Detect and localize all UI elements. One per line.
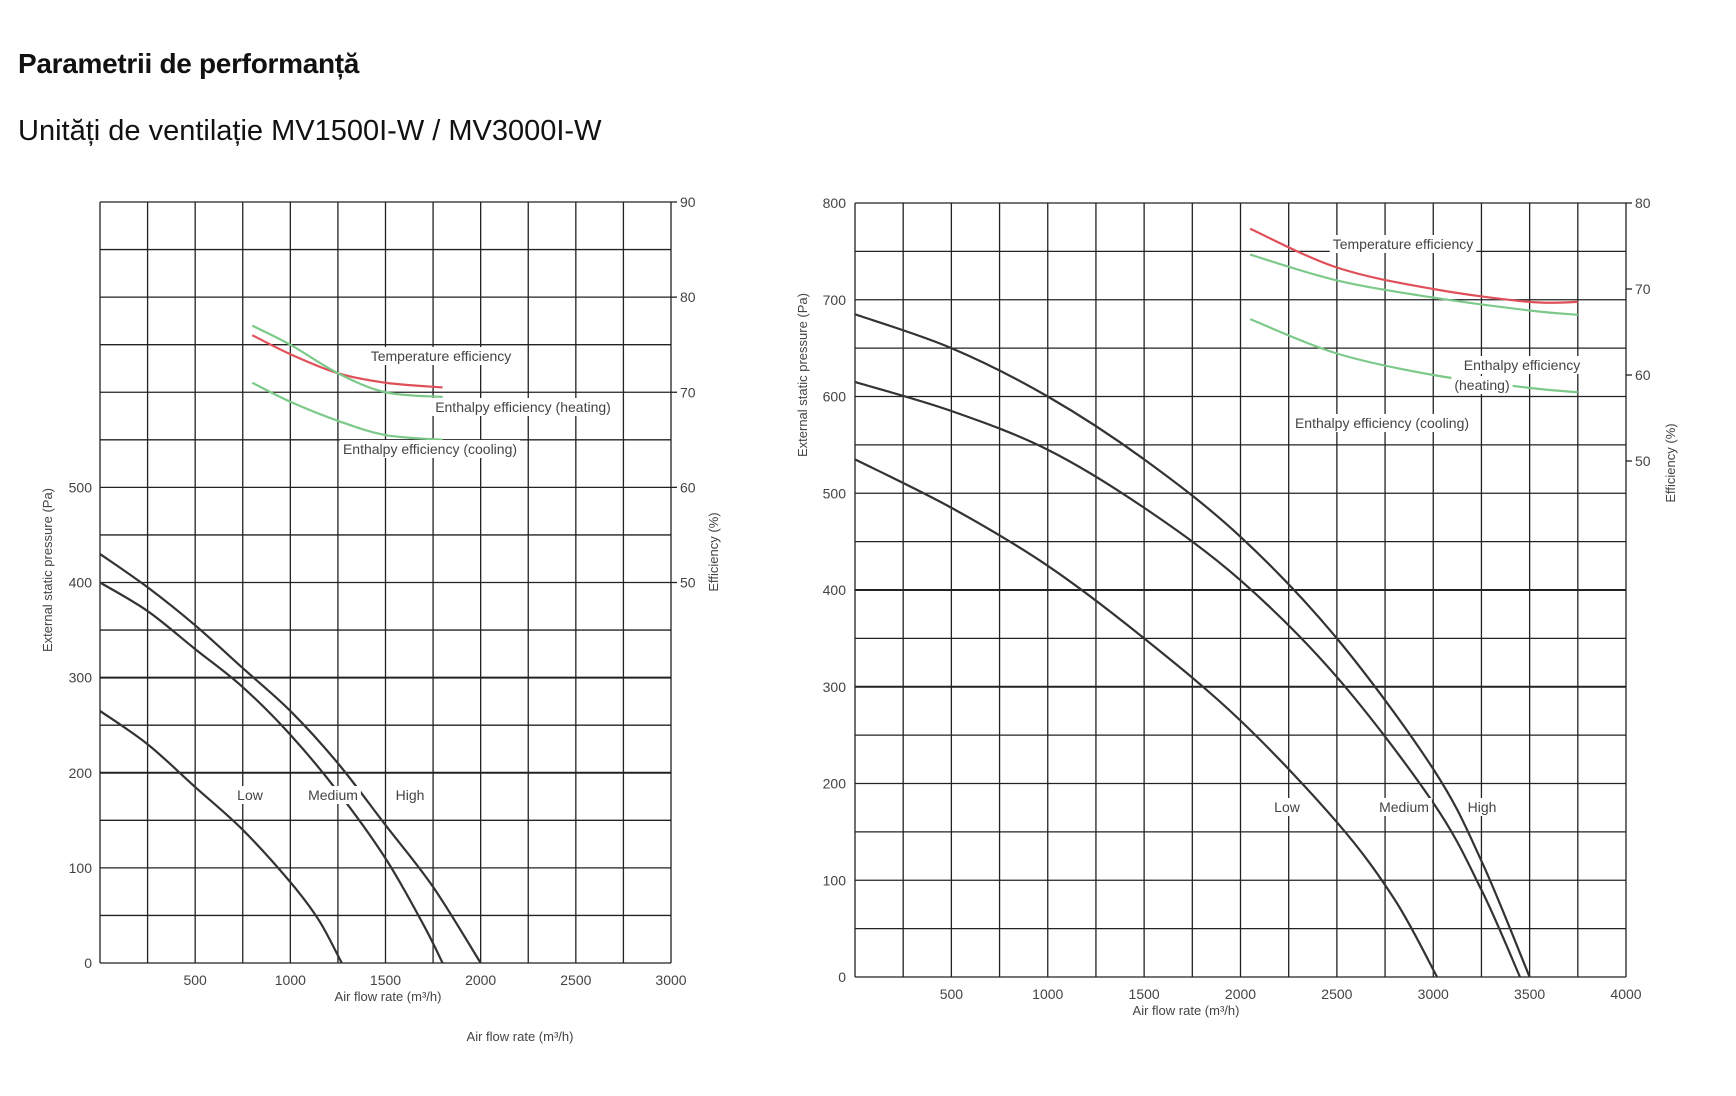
x-tick-label: 1000 (1032, 986, 1063, 1002)
x-tick-label: 1500 (1129, 986, 1160, 1002)
efficiency-label: Temperature efficiency (371, 348, 512, 364)
efficiency-curve-2 (1249, 253, 1578, 316)
x-axis-label: Air flow rate (m³/h) (1133, 1003, 1240, 1018)
y-axis-label: External static pressure (Pa) (40, 488, 55, 652)
x-tick-label: 4000 (1610, 986, 1641, 1002)
x-tick-label: 1000 (275, 972, 306, 988)
y2-tick-label: 60 (1635, 367, 1651, 383)
y2-tick-label: 70 (1635, 281, 1651, 297)
efficiency-label: Temperature efficiency (1333, 236, 1474, 252)
x-tick-label: 3000 (655, 972, 686, 988)
efficiency-curve-1 (1249, 227, 1578, 304)
x-tick-label: 2000 (465, 972, 496, 988)
fan-curve-low (854, 458, 1439, 978)
x-tick-label: 2500 (1321, 986, 1352, 1002)
y2-tick-label: 80 (1635, 195, 1651, 211)
page-subtitle: Unități de ventilație MV1500I-W / MV3000… (18, 115, 602, 147)
efficiency-label: Enthalpy efficiency (1464, 357, 1580, 373)
x-tick-label: 3500 (1514, 986, 1545, 1002)
label-backing (392, 786, 428, 804)
fan-speed-label-low: Low (1274, 799, 1301, 815)
y2-tick-label: 60 (680, 479, 696, 495)
label-backing (367, 347, 515, 365)
x-tick-label: 2500 (560, 972, 591, 988)
label-backing (234, 786, 267, 804)
label-backing (305, 786, 361, 804)
label-backing (1271, 798, 1304, 816)
y-tick-label: 500 (69, 479, 93, 495)
y-tick-label: 800 (823, 195, 847, 211)
y-tick-label: 0 (84, 955, 92, 971)
y-tick-label: 300 (69, 670, 93, 686)
y-tick-label: 500 (823, 485, 847, 501)
fan-speed-label-high: High (1468, 799, 1497, 815)
x-tick-label: 500 (940, 986, 964, 1002)
efficiency-label: Enthalpy efficiency (heating) (435, 399, 611, 415)
efficiency-label-line2: (heating) (1454, 377, 1509, 393)
label-backing (339, 440, 521, 458)
label-backing (432, 398, 614, 416)
y2-tick-label: 80 (680, 289, 696, 305)
label-backing (1464, 798, 1500, 816)
efficiency-curve-3 (1249, 318, 1578, 394)
fan-curve-high (99, 553, 482, 964)
y2-tick-label: 50 (680, 575, 696, 591)
x-axis-label: Air flow rate (m³/h) (335, 989, 442, 1004)
label-backing (1460, 356, 1584, 374)
fan-speed-label-low: Low (237, 787, 264, 803)
chart-1: 500 1000 1500 2000 2500 3000 0 100 200 300 400 500 5… (40, 194, 721, 1044)
label-backing (1329, 235, 1477, 253)
y-axis-label: External static pressure (Pa) (795, 293, 810, 457)
y-tick-label: 100 (823, 872, 847, 888)
x-tick-label: 500 (183, 972, 207, 988)
y-tick-label: 0 (838, 969, 846, 985)
fan-speed-label-medium: Medium (1379, 799, 1429, 815)
x-axis-label-extra: Air flow rate (m³/h) (467, 1029, 574, 1044)
label-backing (1451, 376, 1513, 394)
label-backing (1291, 414, 1473, 432)
efficiency-label: Enthalpy efficiency (cooling) (1295, 415, 1469, 431)
y-tick-label: 200 (69, 765, 93, 781)
efficiency-curve-2 (251, 324, 443, 399)
fan-curve-medium (99, 581, 444, 964)
efficiency-label: Enthalpy efficiency (cooling) (343, 441, 517, 457)
fan-curve-low (99, 710, 343, 964)
y-tick-label: 300 (823, 679, 847, 695)
y-tick-label: 200 (823, 776, 847, 792)
y2-tick-label: 50 (1635, 453, 1651, 469)
y-tick-label: 700 (823, 292, 847, 308)
y2-tick-label: 70 (680, 384, 696, 400)
y-tick-label: 100 (69, 860, 93, 876)
y2-tick-label: 90 (680, 194, 696, 210)
fan-curve-medium (854, 380, 1521, 978)
label-backing (1376, 798, 1432, 816)
y-tick-label: 400 (823, 582, 847, 598)
y-tick-label: 400 (69, 575, 93, 591)
x-tick-label: 3000 (1418, 986, 1449, 1002)
efficiency-curve-3 (251, 381, 443, 441)
x-tick-label: 1500 (370, 972, 401, 988)
chart-2: 500 1000 1500 2000 2500 3000 3500 4000 0 100 200 30… (795, 195, 1678, 1018)
y2-axis-label: Efficiency (%) (1663, 423, 1678, 502)
fan-speed-label-medium: Medium (308, 787, 358, 803)
x-tick-label: 2000 (1225, 986, 1256, 1002)
y2-axis-label: Efficiency (%) (706, 512, 721, 591)
fan-speed-label-high: High (396, 787, 425, 803)
page-title: Parametrii de performanță (18, 48, 360, 79)
y-tick-label: 600 (823, 389, 847, 405)
fan-curve-high (854, 313, 1531, 978)
